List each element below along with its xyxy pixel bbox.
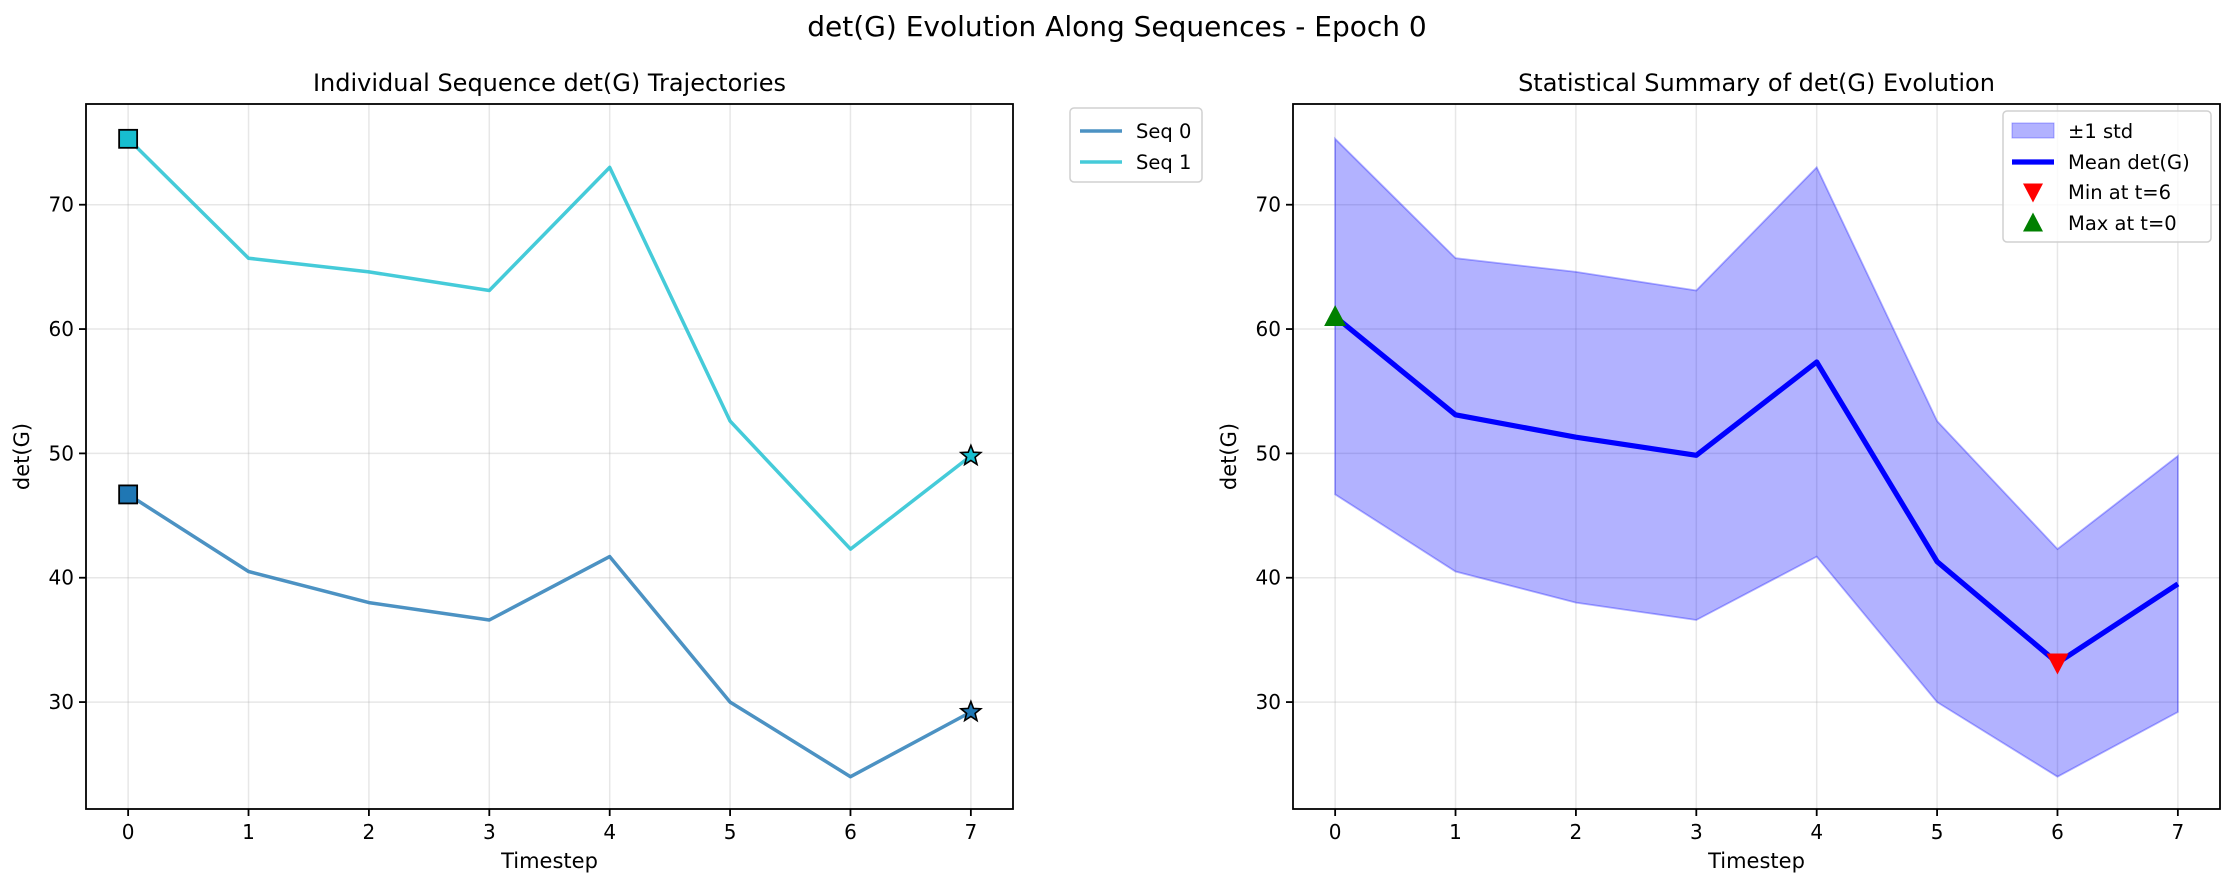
y-tick-label: 40	[1256, 566, 1281, 590]
x-tick-label: 5	[724, 820, 737, 844]
series-line-seq-1	[126, 137, 972, 551]
x-tick-label: 4	[603, 820, 616, 844]
left-chart-panel: 0 1 2 3 4 5 6 7 30 40 50 60 70 Individual Sequence de…	[10, 69, 1203, 873]
legend-band-swatch	[2011, 122, 2055, 139]
y-tick-label: 30	[1256, 690, 1281, 714]
legend-entry-label: Mean det(G)	[2068, 151, 2190, 174]
x-tick-label: 3	[483, 820, 496, 844]
x-tick-label: 7	[964, 820, 977, 844]
legend-entry-label: Min at t=6	[2068, 181, 2171, 204]
start-marker	[118, 484, 139, 505]
y-tick-label: 60	[49, 317, 74, 341]
y-tick-label: 50	[49, 441, 74, 465]
end-marker	[958, 699, 983, 723]
series-line-seq-0	[127, 492, 972, 779]
x-tick-label: 0	[1329, 820, 1342, 844]
y-axis-label: det(G)	[1217, 423, 1241, 490]
x-tick-label: 2	[1570, 820, 1583, 844]
x-tick-label: 6	[2051, 820, 2064, 844]
legend: ±1 std Mean det(G) Min at t=6 Max at t=0	[2002, 110, 2212, 243]
legend-marker-swatch	[2023, 212, 2043, 232]
legend-marker-swatch	[2023, 183, 2043, 203]
axes-frame	[85, 103, 1014, 810]
x-tick-label: 1	[1449, 820, 1462, 844]
legend-entry-label: Max at t=0	[2068, 212, 2177, 235]
legend-entry-label: Seq 0	[1136, 120, 1191, 143]
x-tick-label: 0	[122, 820, 135, 844]
x-axis-label: Timestep	[1707, 849, 1805, 873]
x-tick-label: 5	[1931, 820, 1944, 844]
legend: Seq 0 Seq 1	[1069, 107, 1203, 183]
y-tick-label: 70	[49, 193, 74, 217]
x-tick-label: 1	[242, 820, 255, 844]
axes-frame	[1292, 103, 2221, 810]
figure-suptitle: det(G) Evolution Along Sequences - Epoch…	[807, 10, 1426, 43]
min-marker	[2046, 653, 2069, 675]
chart-title: Individual Sequence det(G) Trajectories	[313, 69, 786, 97]
x-tick-label: 6	[844, 820, 857, 844]
start-marker	[118, 128, 139, 149]
grid	[86, 104, 1013, 809]
y-tick-label: 30	[49, 690, 74, 714]
chart-title: Statistical Summary of det(G) Evolution	[1518, 69, 1995, 97]
legend-entry-label: Seq 1	[1136, 151, 1191, 174]
legend-box	[2002, 110, 2212, 243]
legend-entry-label: ±1 std	[2068, 120, 2133, 143]
x-axis-label: Timestep	[500, 849, 598, 873]
y-axis-label: det(G)	[10, 423, 34, 490]
std-band	[1334, 136, 2179, 778]
end-marker	[958, 443, 983, 467]
y-tick-label: 40	[49, 566, 74, 590]
y-tick-label: 60	[1256, 317, 1281, 341]
y-tick-label: 50	[1256, 441, 1281, 465]
x-tick-label: 3	[1690, 820, 1703, 844]
max-marker	[1324, 305, 1347, 326]
x-tick-label: 4	[1810, 820, 1823, 844]
right-chart-panel: 0 1 2 3 4 5 6 7 30 40 50 60 70 Statistical Summary of…	[1217, 69, 2221, 873]
x-tick-label: 2	[363, 820, 376, 844]
y-tick-label: 70	[1256, 193, 1281, 217]
x-tick-label: 7	[2171, 820, 2184, 844]
mean-line	[1333, 314, 2180, 666]
